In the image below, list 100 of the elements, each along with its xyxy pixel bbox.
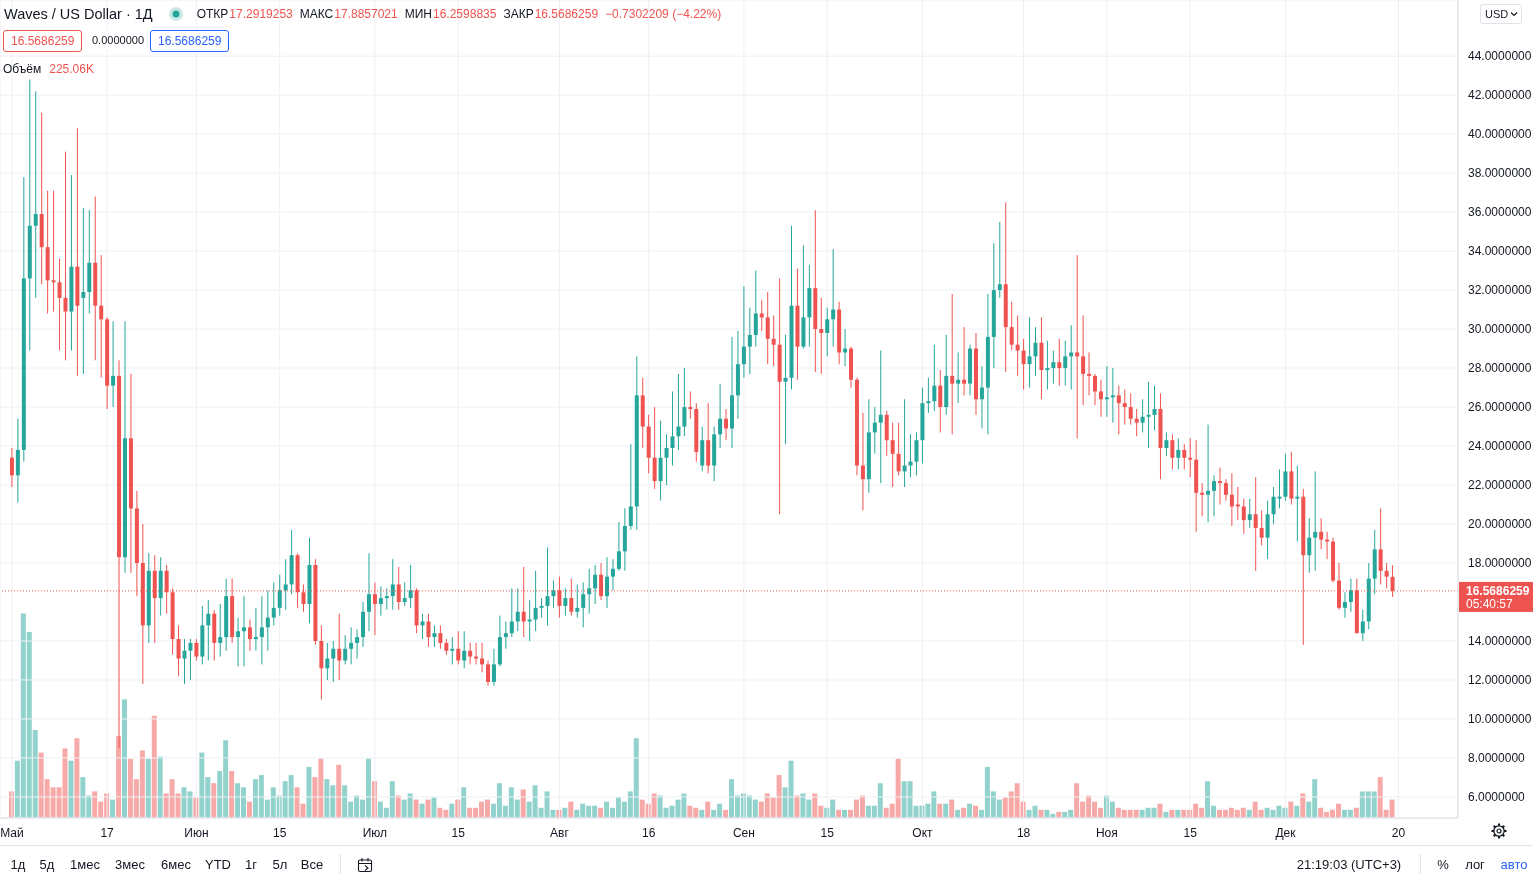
- candlestick: [206, 599, 211, 661]
- candlestick: [1206, 424, 1211, 523]
- x-tick-label: Сен: [732, 825, 755, 840]
- candlestick: [343, 634, 348, 665]
- candlestick: [1223, 478, 1228, 502]
- candlestick: [1348, 578, 1353, 613]
- ref-line-label: 16.5686259 05:40:57: [1466, 583, 1530, 611]
- candlestick: [1051, 350, 1056, 385]
- candlestick: [1116, 385, 1121, 435]
- candlestick: [1307, 517, 1312, 574]
- candlestick: [1057, 338, 1062, 387]
- text: %: [1437, 857, 1449, 872]
- candlestick: [1176, 437, 1181, 470]
- candlestick: [277, 574, 282, 617]
- candlestick: [1015, 314, 1020, 377]
- candlestick: [539, 597, 544, 619]
- candlestick: [1217, 466, 1222, 506]
- candlestick: [253, 607, 258, 652]
- bar: [943, 803, 949, 818]
- bar: [74, 738, 80, 818]
- text: авто: [1500, 857, 1528, 872]
- candlestick: [932, 344, 937, 412]
- candlestick: [914, 431, 919, 476]
- price-box: 16.5686259: [150, 30, 230, 52]
- y-tick-label: 28.0000000: [1468, 361, 1532, 376]
- candlestick: [462, 630, 467, 669]
- candlestick: [1200, 482, 1205, 517]
- x-tick-label: Авг: [550, 825, 570, 840]
- candlestick: [491, 648, 496, 687]
- candlestick: [426, 613, 431, 648]
- y-tick-label: 12.0000000: [1468, 673, 1532, 688]
- bar: [937, 803, 943, 818]
- candlestick: [783, 334, 788, 445]
- y-tick-label: 6.0000000: [1468, 790, 1526, 805]
- bar: [949, 799, 955, 818]
- candlestick: [581, 582, 586, 628]
- x-tick-label: 17: [100, 825, 115, 840]
- candlestick: [242, 595, 247, 667]
- bar: [122, 699, 127, 818]
- candlestick: [450, 636, 455, 665]
- text: 5д: [39, 857, 55, 872]
- text: 6мес: [161, 857, 191, 872]
- x-tick-label: 15: [273, 825, 287, 840]
- bar: [967, 803, 973, 818]
- candlestick: [610, 558, 615, 591]
- candlestick: [1087, 351, 1092, 396]
- bar: [68, 760, 74, 818]
- y-tick-label: 44.0000000: [1468, 49, 1532, 64]
- y-tick-label: 26.0000000: [1468, 400, 1532, 415]
- bar: [419, 803, 425, 818]
- bar: [431, 797, 437, 818]
- candlestick: [1093, 373, 1098, 406]
- bar: [145, 758, 151, 818]
- candlestick: [658, 420, 663, 502]
- candlestick: [1170, 433, 1175, 470]
- candlestick: [1104, 365, 1109, 418]
- y-tick-label: 42.0000000: [1468, 88, 1532, 103]
- y-tick-label: 32.0000000: [1468, 283, 1532, 298]
- annotation: ОТКР: [196, 7, 229, 21]
- candlestick: [670, 390, 675, 467]
- candlestick: [1259, 509, 1264, 546]
- candlestick: [57, 258, 62, 352]
- bar: [568, 801, 574, 818]
- annotation: МИН: [404, 7, 432, 21]
- text: лог: [1465, 857, 1485, 872]
- candlestick: [283, 558, 288, 611]
- candlestick: [176, 624, 181, 677]
- y-tick-label: 8.0000000: [1468, 751, 1526, 766]
- candlestick: [563, 587, 568, 617]
- candlestick: [1295, 465, 1300, 543]
- candlestick: [1069, 324, 1074, 391]
- candlestick: [1378, 507, 1383, 585]
- candlestick: [616, 521, 621, 572]
- candlestick: [1075, 254, 1080, 439]
- candlestick: [896, 422, 901, 476]
- candlestick: [474, 642, 479, 665]
- candlestick: [831, 248, 836, 348]
- annotation: 225.06K: [49, 62, 94, 76]
- bar: [461, 787, 467, 818]
- candlestick: [188, 638, 193, 681]
- y-tick-label: 24.0000000: [1468, 439, 1532, 454]
- bar: [1294, 805, 1300, 818]
- bar: [1288, 801, 1294, 818]
- annotation: 16.5686259: [534, 7, 599, 21]
- candlestick: [1128, 392, 1133, 426]
- candlestick: [878, 350, 883, 484]
- x-tick-label: 18: [1016, 825, 1031, 840]
- y-tick-label: 10.0000000: [1468, 712, 1532, 727]
- candlestick: [765, 291, 770, 365]
- candlestick: [331, 640, 336, 683]
- candlestick: [1122, 389, 1127, 426]
- candlestick: [236, 617, 241, 667]
- candlestick: [337, 613, 342, 681]
- candlestick: [1313, 470, 1318, 572]
- candlestick: [860, 412, 865, 511]
- candlestick: [819, 297, 824, 375]
- candlestick: [1134, 408, 1139, 437]
- candlestick: [575, 583, 580, 619]
- candlestick: [81, 207, 86, 375]
- currency-dropdown: USD: [1480, 4, 1523, 24]
